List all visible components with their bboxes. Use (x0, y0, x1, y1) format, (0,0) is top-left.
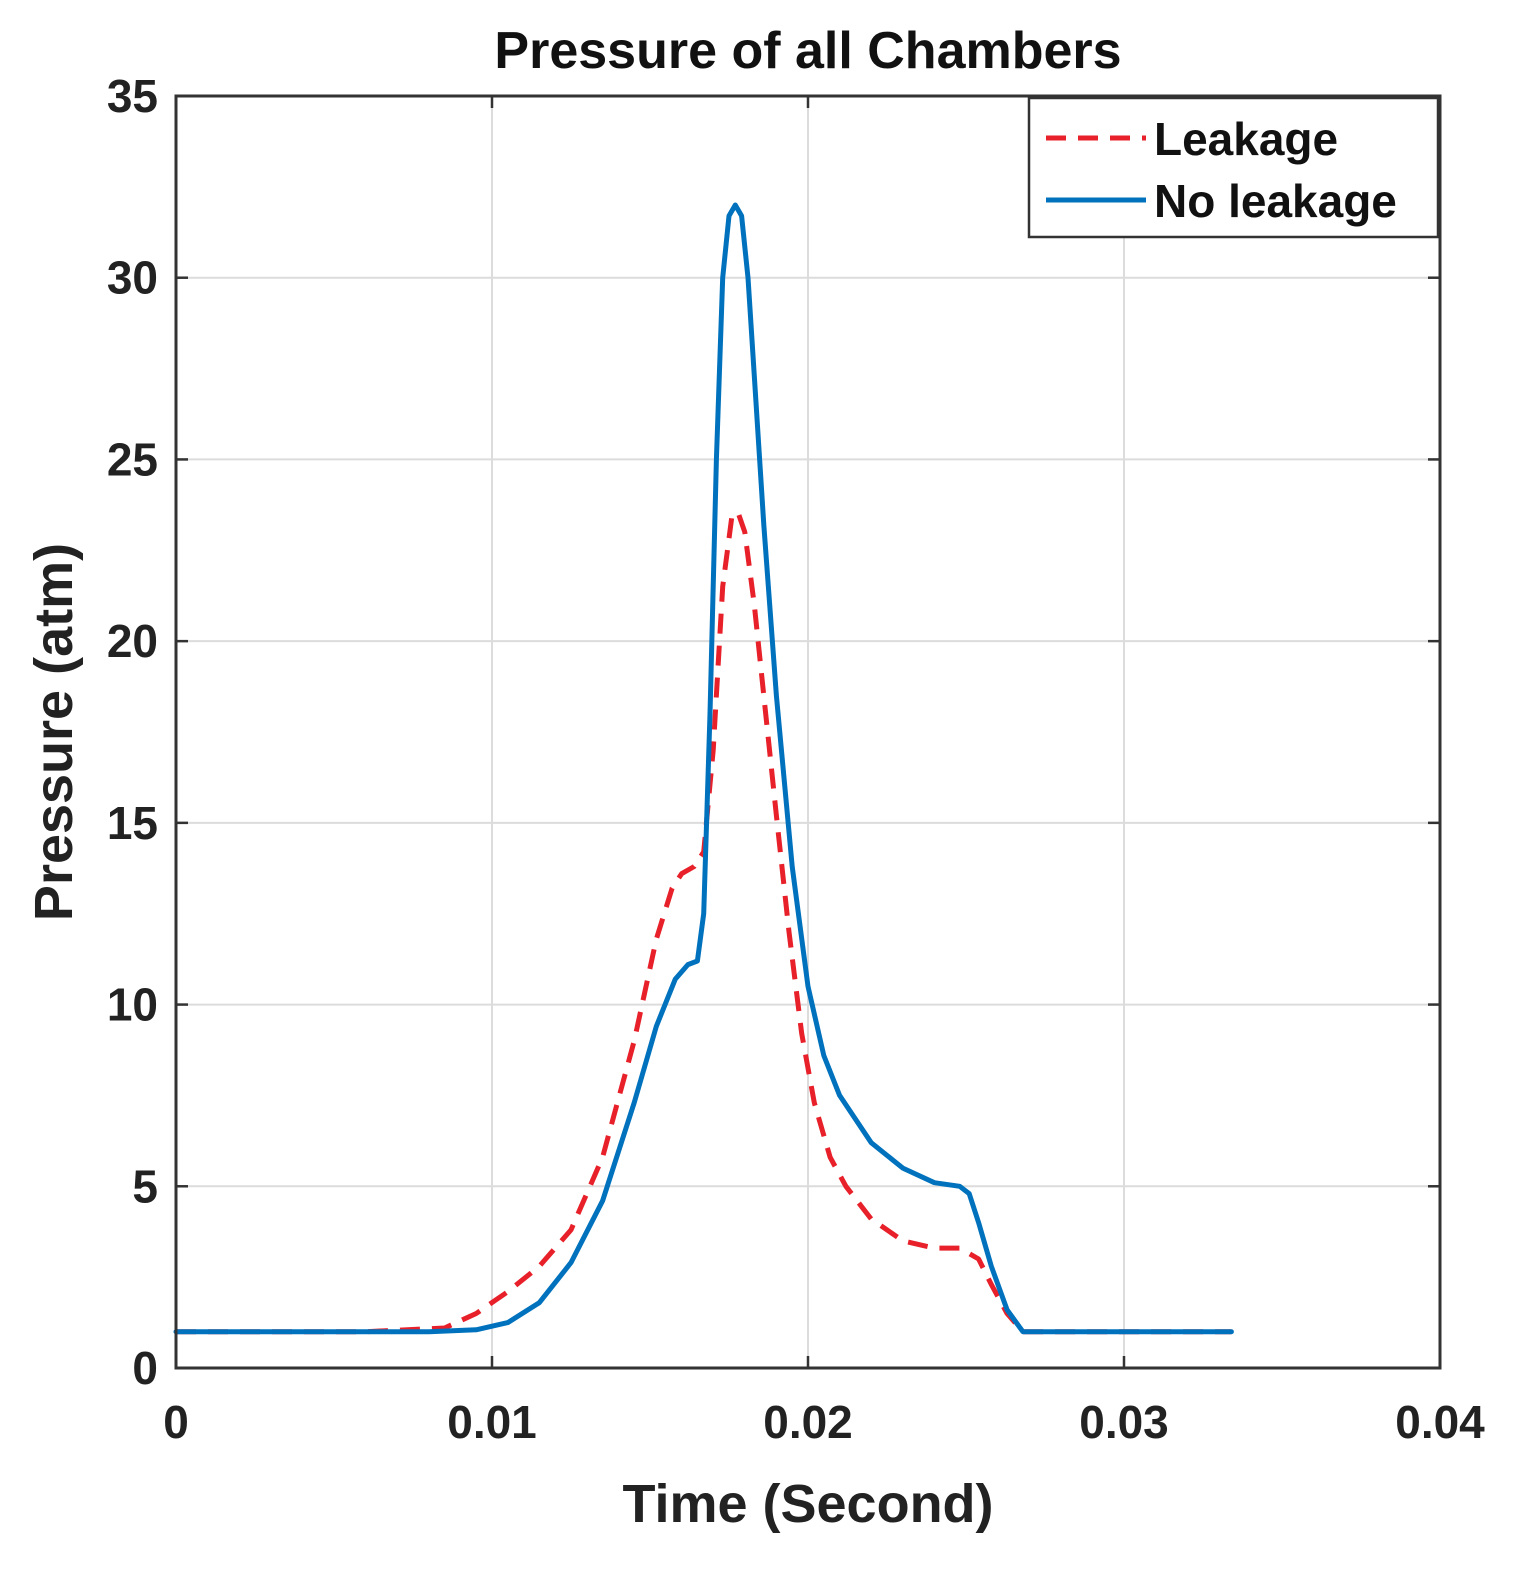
y-tick-label: 20 (107, 615, 158, 667)
x-tick-label: 0.03 (1079, 1396, 1169, 1448)
x-tick-label: 0.04 (1395, 1396, 1485, 1448)
x-tick-label: 0 (163, 1396, 189, 1448)
y-tick-label: 30 (107, 252, 158, 304)
series-layer (173, 202, 1234, 1335)
chart-title: Pressure of all Chambers (494, 22, 1121, 80)
y-tick-label: 0 (132, 1342, 158, 1394)
x-tick-labels: 0 0.01 0.02 0.03 0.04 (163, 1396, 1485, 1448)
y-tick-label: 15 (107, 797, 158, 849)
series-line-no-leakage (173, 202, 1234, 1335)
y-tick-label: 35 (107, 70, 158, 122)
y-tick-labels: 0 5 10 15 20 25 30 35 (107, 70, 158, 1394)
series-line-leakage (176, 511, 1232, 1335)
legend-label-leakage: Leakage (1154, 113, 1338, 165)
y-tick-label: 5 (132, 1160, 158, 1212)
x-tick-label: 0.01 (447, 1396, 537, 1448)
y-tick-label: 25 (107, 433, 158, 485)
legend: Leakage No leakage (1027, 96, 1440, 239)
x-axis-label: Time (Second) (622, 1474, 993, 1534)
legend-label-no-leakage: No leakage (1154, 175, 1397, 227)
y-tick-label: 10 (107, 979, 158, 1031)
grid (176, 96, 1440, 1368)
x-tick-label: 0.02 (763, 1396, 853, 1448)
y-axis-label: Pressure (atm) (24, 543, 84, 921)
legend-box (1027, 96, 1440, 239)
